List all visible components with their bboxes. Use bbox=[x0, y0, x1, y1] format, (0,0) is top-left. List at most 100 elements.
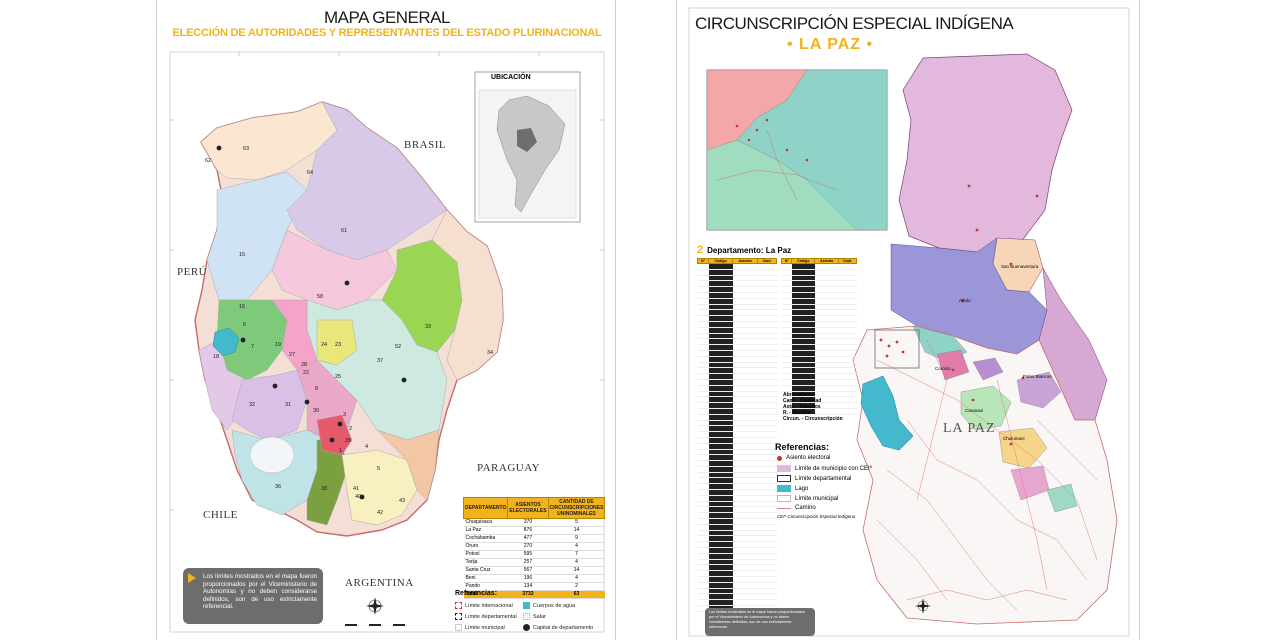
table-cell bbox=[697, 495, 709, 502]
table-cell bbox=[697, 420, 709, 427]
circumscription-number: 1 bbox=[339, 448, 342, 454]
legend-label: Capital de departamento bbox=[533, 624, 594, 631]
table-cell bbox=[697, 460, 709, 467]
table-header: CANTIDAD DE CIRCUNSCRIPCIONES UNINOMINAL… bbox=[547, 497, 606, 519]
circumscription-number: 24 bbox=[321, 342, 327, 348]
table-cell bbox=[838, 280, 857, 288]
table-cell bbox=[732, 408, 758, 415]
table-cell bbox=[708, 449, 733, 456]
table-row bbox=[697, 327, 777, 334]
table-cell bbox=[697, 344, 709, 351]
table-cell bbox=[697, 275, 709, 282]
table-header: DEPARTAMENTO bbox=[462, 497, 509, 519]
table-cell bbox=[708, 280, 733, 288]
legend-label: Límite de municipio con CEI* bbox=[795, 465, 873, 472]
table-cell bbox=[732, 472, 758, 479]
table-cell bbox=[708, 391, 733, 398]
circumscription-number: 15 bbox=[239, 252, 245, 258]
table-cell bbox=[757, 396, 777, 404]
table-row bbox=[697, 408, 777, 415]
table-cell bbox=[697, 483, 709, 491]
table-row bbox=[697, 454, 777, 462]
table-cell bbox=[757, 269, 777, 276]
table-cell bbox=[838, 292, 857, 299]
table-cell bbox=[697, 391, 709, 398]
table-cell bbox=[757, 420, 777, 427]
table-cell bbox=[732, 350, 758, 357]
table-cell bbox=[708, 367, 733, 375]
table-row bbox=[697, 564, 777, 572]
table-cell bbox=[697, 530, 709, 537]
table-cell bbox=[757, 449, 777, 456]
table-row bbox=[781, 304, 857, 311]
table-row: Pando 134 2 bbox=[463, 582, 605, 591]
table-cell bbox=[791, 396, 815, 404]
municipal-border-icon bbox=[777, 495, 791, 502]
table-cell: La Paz bbox=[463, 526, 508, 535]
circumscription-number: 38 bbox=[321, 486, 327, 492]
table-cell bbox=[708, 420, 733, 427]
table-cell bbox=[781, 269, 792, 276]
disclaimer-text: Los límites mostrados en el mapa fueron … bbox=[203, 573, 317, 611]
table-row bbox=[697, 414, 777, 421]
circumscription-number: 58 bbox=[317, 294, 323, 300]
table-row bbox=[697, 460, 777, 467]
table-cell: 9 bbox=[548, 534, 605, 543]
table-cell bbox=[732, 443, 758, 450]
table-row bbox=[697, 437, 777, 444]
table-cell bbox=[757, 292, 777, 299]
table-cell bbox=[757, 576, 777, 583]
table-cell bbox=[732, 564, 758, 572]
table-row: Chuquisaca 370 5 bbox=[463, 518, 605, 527]
table-cell bbox=[708, 547, 733, 554]
circumscription-number: 28 bbox=[301, 362, 307, 368]
table-row bbox=[697, 315, 777, 322]
legend-label: Lago bbox=[795, 485, 809, 492]
table-cell bbox=[732, 309, 758, 317]
table-cell bbox=[708, 402, 733, 409]
table-cell bbox=[757, 512, 777, 520]
table-cell bbox=[757, 460, 777, 467]
table-cell bbox=[697, 466, 709, 473]
table-row bbox=[697, 582, 777, 589]
cochabamba-east-region bbox=[316, 319, 358, 366]
table-cell bbox=[757, 530, 777, 537]
table-row bbox=[697, 338, 777, 346]
table-cell bbox=[697, 535, 709, 543]
table-cell bbox=[732, 286, 758, 293]
table-cell bbox=[697, 443, 709, 450]
circumscription-number: 25 bbox=[335, 374, 341, 380]
table-row bbox=[697, 280, 777, 288]
abbreviations: Abreviaturas: Cant. - Cantidad Asts. - A… bbox=[783, 392, 843, 422]
table-cell bbox=[791, 275, 815, 282]
table-cell bbox=[757, 588, 777, 595]
table-cell bbox=[708, 599, 733, 606]
place-label: Apolo bbox=[959, 298, 971, 303]
table-cell bbox=[838, 275, 857, 282]
table-cell bbox=[708, 315, 733, 322]
table-cell bbox=[757, 582, 777, 589]
table-cell bbox=[838, 356, 857, 363]
table-cell bbox=[838, 286, 857, 293]
legend-label: Límite municipal bbox=[795, 495, 839, 502]
table-cell bbox=[814, 356, 839, 363]
table-row bbox=[697, 449, 777, 456]
circumscription-number: 36 bbox=[275, 484, 281, 490]
table-row bbox=[781, 327, 857, 334]
table-cell bbox=[757, 402, 777, 409]
table-cell bbox=[791, 391, 815, 398]
table-cell bbox=[708, 437, 733, 444]
table-cell bbox=[791, 344, 815, 351]
inset-extent-box bbox=[874, 329, 920, 369]
table-cell bbox=[838, 338, 857, 346]
circumscription-number: 27 bbox=[289, 352, 295, 358]
table-cell bbox=[697, 414, 709, 421]
table-row bbox=[781, 396, 857, 404]
chuquisaca-capital-region bbox=[316, 414, 353, 456]
legend-item: Límite internacional bbox=[455, 602, 513, 609]
table-cell bbox=[708, 344, 733, 351]
table-cell bbox=[732, 547, 758, 554]
references-title: Referencias: bbox=[775, 442, 830, 452]
table-cell bbox=[814, 309, 839, 317]
table-cell bbox=[732, 431, 758, 438]
